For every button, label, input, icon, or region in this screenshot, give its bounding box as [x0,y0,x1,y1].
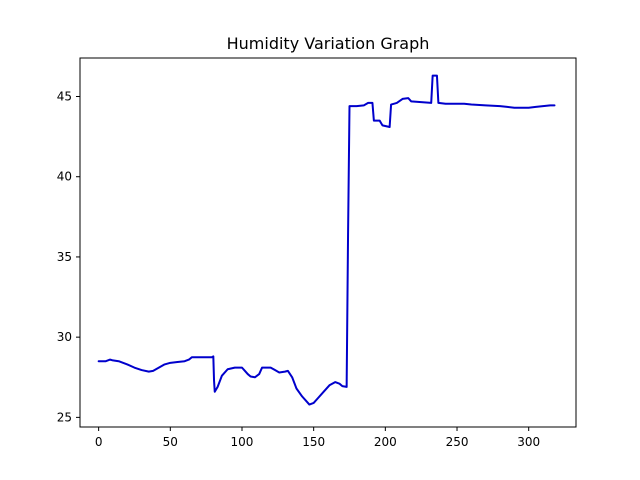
x-tick-label: 150 [302,435,325,449]
y-tick-label: 30 [57,330,72,344]
x-tick-label: 0 [95,435,103,449]
x-tick-label: 200 [374,435,397,449]
y-tick-label: 25 [57,410,72,424]
plot-area-frame [79,57,577,428]
x-tick-label: 100 [231,435,254,449]
chart-title: Humidity Variation Graph [227,34,430,53]
y-tick-label: 45 [57,90,72,104]
x-tick-label: 300 [517,435,540,449]
y-tick-label: 35 [57,250,72,264]
series-layer [97,74,556,406]
x-tick-label: 250 [446,435,469,449]
series-line-humidity [97,74,556,406]
x-axis-ticks: 0 50 100 150 200 250 300 [95,427,540,449]
y-axis-ticks: 25 30 35 40 45 [57,90,80,424]
x-tick-label: 50 [163,435,178,449]
y-tick-label: 40 [57,170,72,184]
